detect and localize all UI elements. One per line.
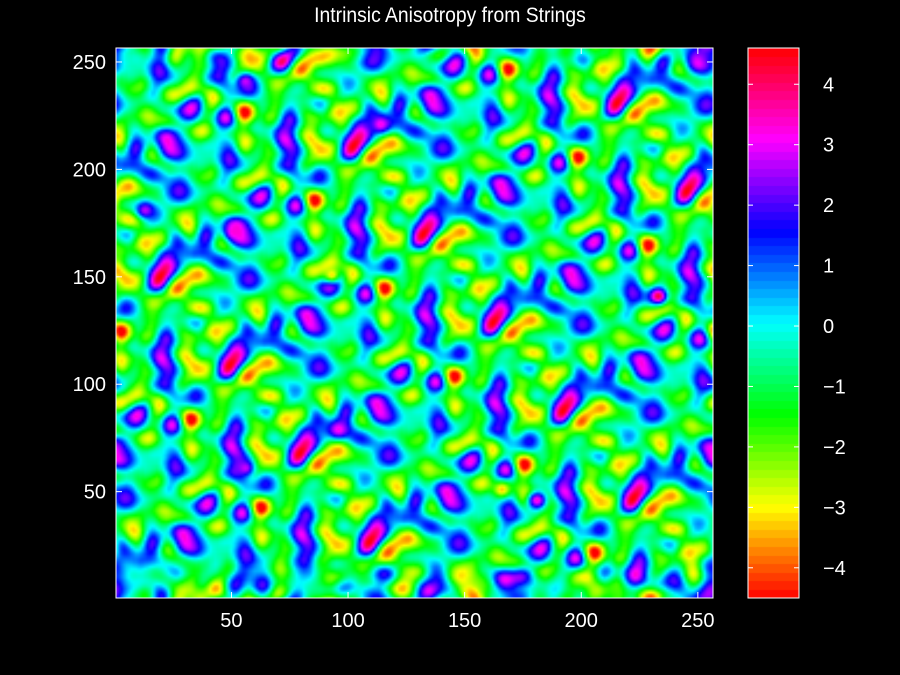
colorbar-tick-label: 4 — [823, 74, 834, 96]
x-tick-label: 150 — [448, 610, 481, 632]
heatmap-canvas — [116, 48, 713, 598]
x-axis: 50 100 150 200 250 — [220, 48, 715, 632]
colorbar-area — [748, 48, 799, 598]
x-tick-label: 100 — [331, 610, 364, 632]
plot-frame — [115, 47, 714, 599]
colorbar-tick-label: 1 — [823, 256, 834, 278]
colorbar-frame — [747, 47, 800, 599]
colorbar-tick-label: 3 — [823, 135, 834, 157]
x-tick-label: 50 — [220, 610, 242, 632]
colorbar-axis: −4 −3 −2 −1 0 1 2 3 4 — [748, 74, 846, 580]
y-axis: 50 100 150 200 250 — [73, 52, 713, 504]
colorbar-tick-label: −4 — [823, 558, 846, 580]
colorbar-tick-label: −1 — [823, 376, 846, 398]
x-tick-label: 200 — [565, 610, 598, 632]
colorbar-tick-label: −2 — [823, 437, 846, 459]
colorbar-tick-label: 0 — [823, 316, 834, 338]
y-tick-label: 250 — [73, 52, 106, 74]
x-tick-label: 250 — [681, 610, 714, 632]
colorbar-tick-label: 2 — [823, 195, 834, 217]
y-tick-label: 100 — [73, 374, 106, 396]
colorbar-tick-label: −3 — [823, 497, 846, 519]
colorbar-canvas — [748, 48, 799, 598]
heatmap-area — [116, 48, 713, 598]
y-tick-label: 50 — [84, 482, 106, 504]
chart-title: Intrinsic Anisotropy from Strings — [314, 4, 586, 27]
y-tick-label: 200 — [73, 159, 106, 181]
y-tick-label: 150 — [73, 267, 106, 289]
